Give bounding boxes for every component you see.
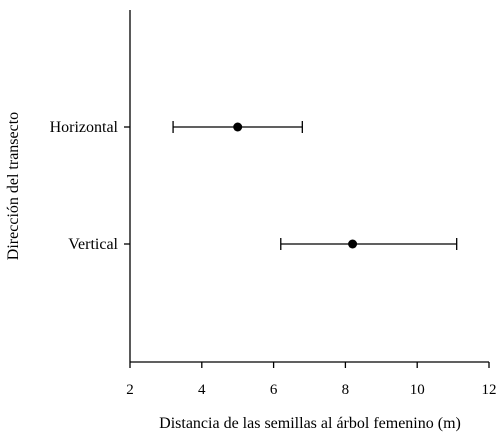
x-ticks: 2 4 6 8 10 12 xyxy=(126,362,497,398)
data-point-horizontal xyxy=(233,122,243,132)
category-label-vertical: Vertical xyxy=(68,236,118,253)
x-tick-label-8: 8 xyxy=(342,382,350,398)
y-axis-title: Dirección del transecto xyxy=(5,112,22,260)
x-tick-label-6: 6 xyxy=(270,382,278,398)
category-label-horizontal: Horizontal xyxy=(50,119,119,136)
data-point-vertical xyxy=(348,239,358,249)
error-bars xyxy=(172,121,458,250)
x-tick-label-2: 2 xyxy=(126,382,134,398)
data-points xyxy=(233,122,358,249)
y-ticks: Horizontal Vertical xyxy=(50,119,130,253)
x-tick-label-12: 12 xyxy=(482,382,497,398)
x-tick-label-4: 4 xyxy=(198,382,206,398)
x-tick-label-10: 10 xyxy=(410,382,425,398)
x-axis-title: Distancia de las semillas al árbol femen… xyxy=(159,415,461,432)
